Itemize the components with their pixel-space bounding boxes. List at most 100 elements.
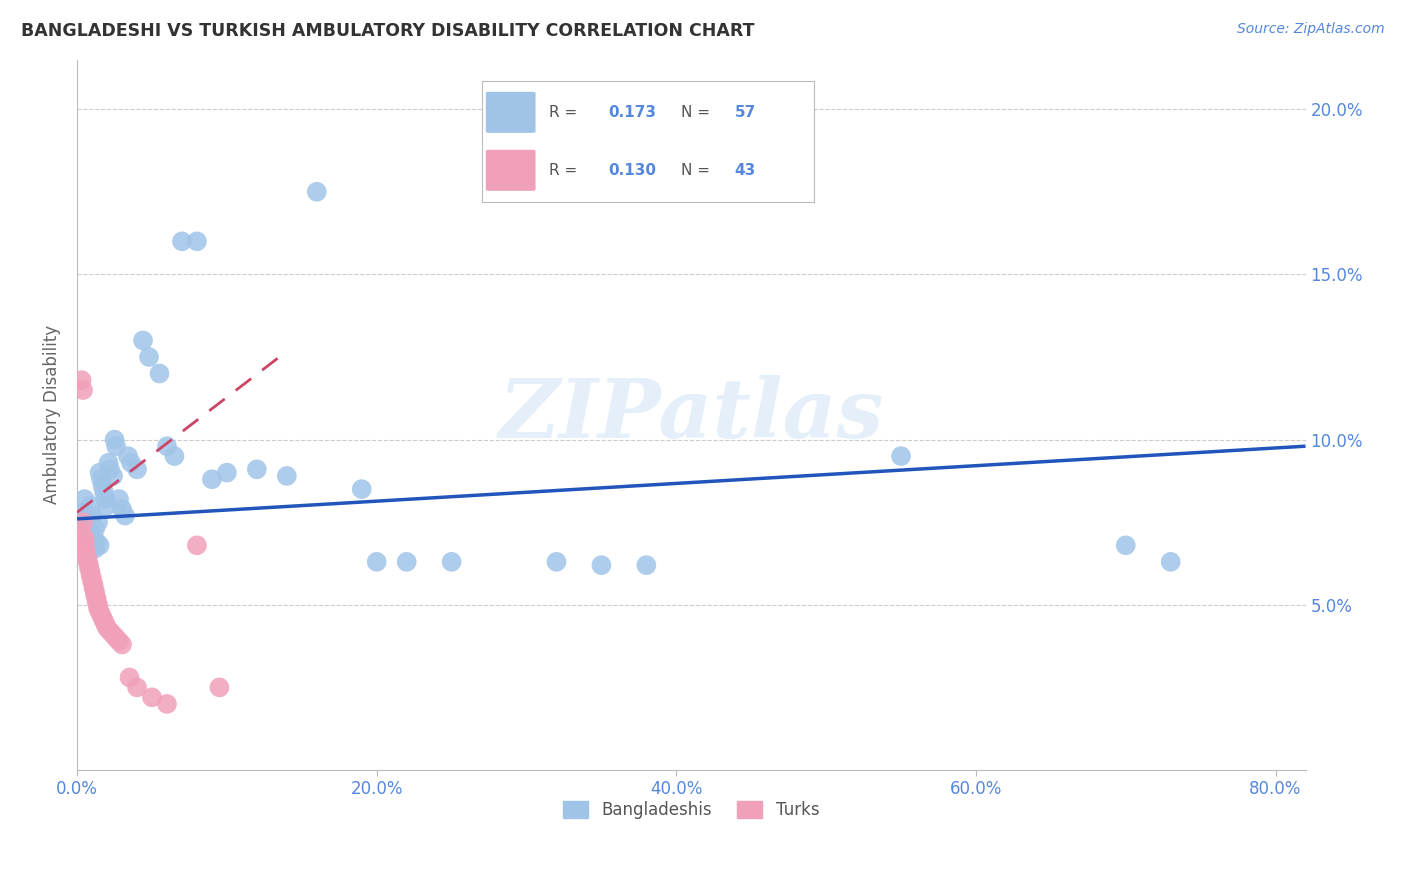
Point [80, 508, 103, 523]
Point [84, 522, 107, 536]
Point [246, 462, 269, 476]
Point [117, 449, 139, 463]
Point [1160, 555, 1182, 569]
Point [108, 634, 131, 648]
Point [83, 578, 105, 592]
Point [141, 690, 163, 705]
Point [156, 439, 179, 453]
Point [73, 532, 96, 546]
Point [73, 541, 96, 556]
Point [70, 373, 93, 387]
Point [73, 491, 96, 506]
Point [201, 472, 224, 486]
Point [75, 548, 97, 562]
Point [84, 588, 107, 602]
Point [125, 681, 148, 695]
Point [87, 515, 110, 529]
Point [208, 681, 231, 695]
Point [72, 383, 94, 397]
Point [73, 535, 96, 549]
Point [76, 512, 98, 526]
Point [73, 525, 96, 540]
Point [79, 565, 101, 579]
Point [1115, 538, 1137, 552]
Point [103, 433, 125, 447]
Point [170, 235, 193, 249]
Point [87, 598, 110, 612]
Point [90, 607, 112, 622]
Point [546, 555, 568, 569]
Point [79, 568, 101, 582]
Point [108, 491, 131, 506]
Point [101, 469, 124, 483]
Point [86, 535, 108, 549]
Point [77, 561, 100, 575]
Point [83, 532, 105, 546]
Point [79, 499, 101, 513]
Point [96, 499, 118, 513]
Point [215, 466, 238, 480]
Point [87, 601, 110, 615]
Text: Source: ZipAtlas.com: Source: ZipAtlas.com [1237, 22, 1385, 37]
Text: ZIPatlas: ZIPatlas [499, 375, 884, 455]
Point [91, 479, 114, 493]
Point [79, 535, 101, 549]
Point [111, 502, 134, 516]
Point [118, 671, 141, 685]
Point [80, 571, 103, 585]
Point [101, 627, 124, 641]
Point [75, 518, 97, 533]
Point [98, 624, 121, 639]
Point [96, 621, 118, 635]
Point [89, 538, 111, 552]
Point [76, 551, 98, 566]
Point [91, 611, 114, 625]
Y-axis label: Ambulatory Disability: Ambulatory Disability [44, 326, 60, 504]
Point [890, 449, 912, 463]
Point [89, 466, 111, 480]
Point [148, 367, 170, 381]
Point [70, 515, 93, 529]
Point [80, 538, 103, 552]
Point [105, 439, 128, 453]
Point [90, 472, 112, 486]
Point [186, 235, 208, 249]
Point [80, 574, 103, 589]
Point [440, 555, 463, 569]
Point [114, 508, 136, 523]
Point [84, 541, 107, 556]
Point [72, 505, 94, 519]
Point [93, 615, 115, 629]
Point [636, 558, 658, 573]
Point [89, 604, 111, 618]
Point [156, 697, 179, 711]
Point [83, 581, 105, 595]
Point [276, 469, 298, 483]
Point [77, 558, 100, 573]
Point [77, 528, 100, 542]
Point [366, 555, 388, 569]
Point [86, 594, 108, 608]
Point [70, 525, 93, 540]
Point [76, 522, 98, 536]
Point [93, 485, 115, 500]
Legend: Bangladeshis, Turks: Bangladeshis, Turks [557, 794, 825, 826]
Point [395, 555, 418, 569]
Point [94, 617, 117, 632]
Point [86, 591, 108, 606]
Point [163, 449, 186, 463]
Point [120, 456, 142, 470]
Point [73, 538, 96, 552]
Point [97, 456, 120, 470]
Point [76, 555, 98, 569]
Text: BANGLADESHI VS TURKISH AMBULATORY DISABILITY CORRELATION CHART: BANGLADESHI VS TURKISH AMBULATORY DISABI… [21, 22, 755, 40]
Point [98, 462, 121, 476]
Point [186, 538, 208, 552]
Point [111, 637, 134, 651]
Point [138, 350, 160, 364]
Point [305, 185, 328, 199]
Point [350, 482, 373, 496]
Point [72, 515, 94, 529]
Point [94, 491, 117, 506]
Point [132, 334, 155, 348]
